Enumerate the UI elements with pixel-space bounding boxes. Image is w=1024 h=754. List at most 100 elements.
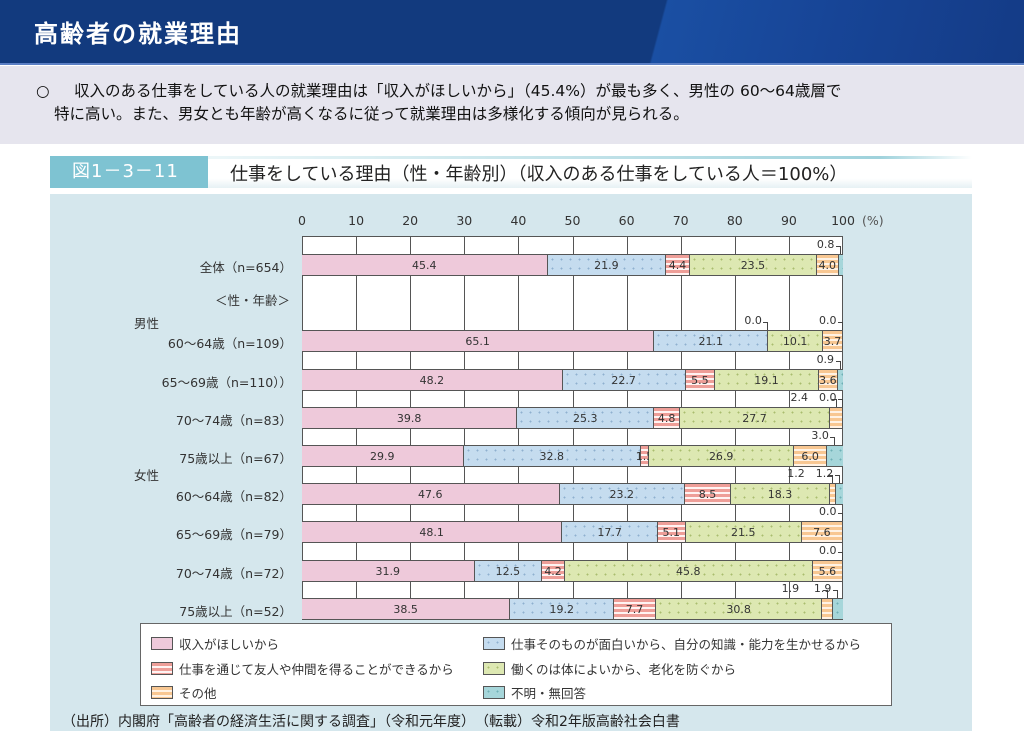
stacked-bar: 39.8 25.3 4.8 27.7: [302, 407, 843, 429]
x-tick-label: 50: [564, 213, 581, 228]
small-value-annotation: 1.2: [787, 467, 805, 480]
segment-value: 23.2: [609, 487, 635, 501]
bar-segment: 23.2: [559, 484, 686, 504]
bar-segment: 38.5: [302, 599, 511, 619]
segment-value: 10.1: [782, 334, 808, 348]
legend-swatch-icon: [483, 637, 505, 650]
stacked-bar: 38.5 19.2 7.7 30.8: [302, 598, 843, 620]
segment-value: 5.6: [818, 564, 837, 578]
segment-value: 5.1: [662, 525, 681, 539]
legend-item: 働くのは体によいから、老化を防ぐから: [483, 659, 736, 678]
bullet-icon: ○: [36, 82, 50, 100]
header-bar: 高齢者の就業理由: [0, 0, 1024, 65]
legend-swatch-icon: [483, 662, 505, 675]
segment-value: 5.5: [691, 373, 709, 387]
segment-value: 19.1: [754, 373, 779, 387]
segment-value: 4.4: [668, 258, 687, 272]
annotation-leader-line: [831, 399, 837, 407]
bar-segment: 5.6: [812, 561, 843, 581]
legend-label: 仕事そのものが面白いから、自分の知識・能力を生かせるから: [511, 637, 862, 652]
segment-value: 7.7: [625, 602, 644, 616]
bar-segment: [838, 370, 843, 390]
bar-segment: [826, 446, 844, 466]
segment-value: 32.8: [539, 449, 565, 463]
annotation-leader-line: [763, 322, 769, 330]
segment-value: 45.4: [412, 258, 437, 272]
bar-segment: [829, 408, 843, 428]
legend-item: 収入がほしいから: [151, 634, 279, 653]
bar-segment: [832, 599, 843, 619]
segment-value: 3.6: [819, 373, 837, 387]
small-value-annotation: 0.0: [819, 544, 837, 557]
bar-segment: 17.7: [562, 522, 658, 542]
row-label: 70～74歳（n=83）: [175, 413, 292, 428]
segment-value: 6.0: [801, 449, 819, 463]
bar-segment: 6.0: [794, 446, 827, 466]
segment-value: 18.3: [767, 487, 793, 501]
small-value-annotation: 0.8: [816, 238, 835, 251]
bar-segment: [836, 484, 843, 504]
bar-segment: 19.2: [510, 599, 615, 619]
bar-segment: 8.5: [685, 484, 731, 504]
legend-label: 不明・無回答: [511, 686, 587, 701]
annotation-leader-line: [828, 475, 834, 483]
segment-value: 21.1: [698, 334, 724, 348]
bar-segment: 21.1: [654, 331, 769, 351]
bar-segment: [822, 599, 833, 619]
segment-value: 4.2: [544, 564, 562, 578]
legend-label: その他: [179, 686, 217, 701]
x-tick-label: 0: [298, 213, 306, 228]
x-tick-label: 70: [672, 213, 689, 228]
summary-text: ○ 収入のある仕事をしている人の就業理由は「収入がほしいから」（45.4%）が最も…: [36, 80, 1011, 126]
x-tick-label: 90: [780, 213, 797, 228]
legend-item: 不明・無回答: [483, 683, 586, 702]
small-value-annotation: 0.0: [819, 391, 837, 404]
segment-value: 25.3: [572, 411, 598, 425]
annotation-leader-line: [822, 590, 828, 598]
segment-value: 22.7: [611, 373, 636, 387]
annotation-leader-line: [830, 437, 836, 445]
bar-segment: 21.9: [547, 255, 667, 275]
stacked-bar: 47.6 23.2 8.5 18.3: [302, 483, 843, 505]
bar-segment: 47.6: [302, 484, 560, 504]
x-tick-label: 100: [831, 213, 855, 228]
stacked-bar: 65.1 21.1 10.1 3.7: [302, 330, 843, 352]
row-label: 60～64歳（n=109）: [167, 336, 292, 351]
legend-swatch-icon: [151, 662, 173, 675]
bar-segment: 12.5: [474, 561, 543, 581]
group-label-female: 女性: [134, 468, 160, 483]
small-value-annotation: 0.0: [819, 505, 837, 518]
segment-value: 12.5: [495, 564, 521, 578]
figure-header-accent: [50, 156, 972, 159]
segment-value: 47.6: [418, 487, 443, 501]
annotation-leader-line: [838, 513, 843, 521]
segment-value: 30.8: [726, 602, 751, 616]
segment-value: 31.9: [375, 564, 401, 578]
legend-item: その他: [151, 683, 217, 702]
row-label: 70～74歳（n=72）: [175, 566, 292, 581]
stacked-bar: 48.1 17.7 5.1 21.5 7.6: [302, 521, 843, 543]
segment-value: 19.2: [549, 602, 574, 616]
bar-segment: 39.8: [302, 408, 518, 428]
bar-segment: [838, 255, 843, 275]
bar-segment: 31.9: [302, 561, 475, 581]
x-tick-label: 60: [618, 213, 635, 228]
bar-segment: 29.9: [302, 446, 464, 466]
bar-segment: 23.5: [689, 255, 817, 275]
segment-value: 48.2: [419, 373, 445, 387]
bar-segment: 27.7: [680, 408, 830, 428]
summary-band: ○ 収入のある仕事をしている人の就業理由は「収入がほしいから」（45.4%）が最も…: [0, 66, 1024, 144]
small-value-annotation: 2.4: [790, 391, 809, 404]
bar-segment: 4.2: [542, 561, 565, 581]
bar-segment: 10.1: [768, 331, 823, 351]
x-tick-label: 40: [510, 213, 527, 228]
x-tick-label: 80: [726, 213, 743, 228]
bar-segment: 48.2: [302, 370, 563, 390]
source-note: （出所）内閣府「高齢者の経済生活に関する調査」（令和元年度） （転載）令和2年版…: [62, 714, 680, 730]
small-value-annotation: 0.9: [816, 353, 835, 366]
figure-title: 仕事をしている理由（性・年齢別）（収入のある仕事をしている人＝100%）: [230, 164, 848, 185]
segment-value: 48.1: [419, 525, 444, 539]
bar-segment: 3.6: [818, 370, 839, 390]
legend-item: 仕事を通じて友人や仲間を得ることができるから: [151, 659, 454, 678]
